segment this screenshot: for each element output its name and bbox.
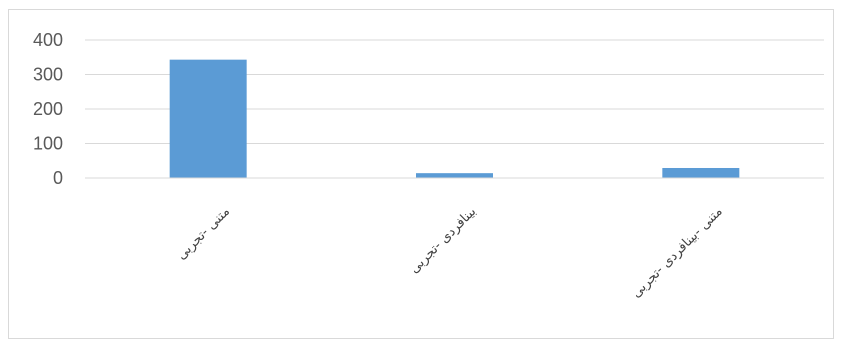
y-tick-label: 400 bbox=[33, 30, 63, 50]
y-tick-label: 300 bbox=[33, 65, 63, 85]
bar bbox=[416, 173, 493, 178]
y-axis-tick-labels: 0 100 200 300 400 bbox=[33, 30, 63, 188]
x-tick-label: بینافردی -تجربی bbox=[407, 204, 479, 276]
y-tick-label: 100 bbox=[33, 134, 63, 154]
bars bbox=[169, 59, 740, 178]
x-tick-label: متنی -تجربی bbox=[174, 204, 233, 263]
x-tick-label: متنی -بینافردی -تجربی bbox=[629, 204, 726, 301]
x-axis-category-labels: متنی -تجربی بینافردی -تجربی متنی -بینافردی… bbox=[174, 204, 725, 301]
y-tick-label: 0 bbox=[53, 168, 63, 188]
y-tick-label: 200 bbox=[33, 99, 63, 119]
bar bbox=[169, 59, 247, 178]
bar bbox=[662, 167, 740, 178]
